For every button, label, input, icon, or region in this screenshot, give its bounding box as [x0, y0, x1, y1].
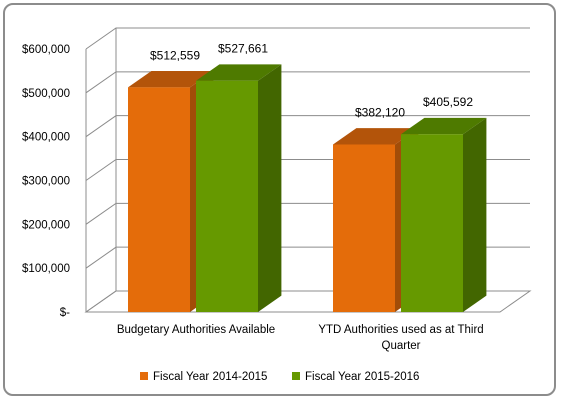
x-category-line: Quarter: [382, 340, 421, 352]
x-category-line: Budgetary Authorities Available: [117, 324, 275, 336]
x-axis-categories: Budgetary Authorities Available YTD Autho…: [117, 324, 484, 352]
bar-front: [196, 80, 258, 313]
y-tick-label: $200,000: [22, 219, 70, 231]
bar-front: [401, 134, 463, 312]
y-tick-label: $300,000: [22, 176, 70, 188]
y-axis-ticks: $- $100,000 $200,000 $300,000 $400,000 $500,0…: [22, 44, 70, 319]
bar-side: [463, 117, 487, 312]
data-label: $527,661: [218, 42, 268, 56]
legend-swatch: [292, 372, 300, 380]
bar-top: [128, 70, 214, 88]
legend: Fiscal Year 2014-2015 Fiscal Year 2015-20…: [140, 371, 419, 383]
bar-side: [258, 64, 282, 312]
bar-front: [333, 144, 395, 312]
bar: [401, 117, 487, 312]
bars: [128, 64, 487, 313]
bar: [128, 70, 214, 312]
data-label: $382,120: [355, 106, 405, 120]
bar-top: [401, 117, 487, 135]
bar-front: [128, 87, 190, 312]
data-label: $405,592: [423, 95, 473, 109]
bar: [196, 64, 282, 313]
data-label: $512,559: [150, 48, 200, 62]
legend-label: Fiscal Year 2015-2016: [305, 371, 419, 383]
y-tick-label: $500,000: [22, 88, 70, 100]
legend-label: Fiscal Year 2014-2015: [153, 371, 267, 383]
y-tick-label: $400,000: [22, 132, 70, 144]
data-labels: $512,559 $527,661 $382,120 $405,592: [150, 42, 473, 120]
x-category-line: YTD Authorities used as at Third: [318, 324, 483, 336]
legend-swatch: [140, 372, 148, 380]
y-tick-label: $-: [60, 307, 70, 319]
x-category-label: Budgetary Authorities Available: [117, 324, 275, 336]
bar-top: [196, 64, 282, 81]
y-tick-label: $600,000: [22, 44, 70, 56]
x-category-label: YTD Authorities used as at Third Quarter: [318, 324, 483, 352]
bar-top: [333, 128, 419, 145]
y-tick-label: $100,000: [22, 263, 70, 275]
